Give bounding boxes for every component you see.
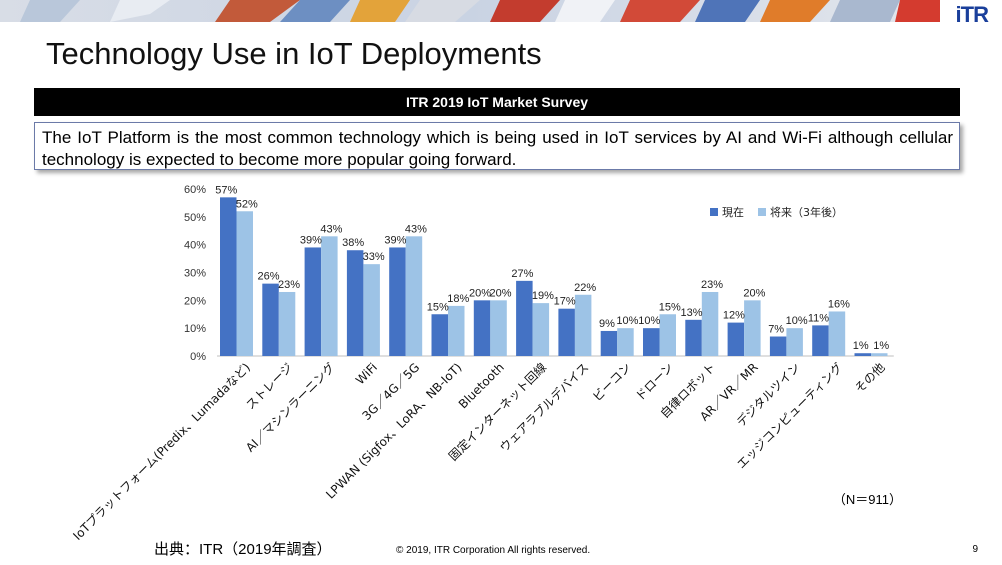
data-label: 11% bbox=[808, 312, 829, 324]
bar-future bbox=[659, 314, 676, 356]
data-label: 20% bbox=[490, 287, 512, 299]
data-label: 1% bbox=[853, 340, 869, 352]
data-label: 10% bbox=[786, 315, 808, 327]
y-tick-label: 50% bbox=[184, 212, 206, 224]
bar-future bbox=[574, 294, 592, 356]
bar-future bbox=[532, 303, 550, 356]
data-label: 22% bbox=[574, 282, 596, 294]
bar-current bbox=[727, 322, 745, 356]
data-label: 18% bbox=[447, 293, 469, 305]
sample-size-note: （N＝911） bbox=[832, 492, 902, 507]
survey-label-bar: ITR 2019 IoT Market Survey bbox=[34, 88, 960, 116]
legend-swatch bbox=[710, 208, 718, 216]
bar-future bbox=[236, 211, 253, 356]
bar-current bbox=[854, 353, 871, 356]
legend-swatch bbox=[758, 208, 766, 216]
data-label: 13% bbox=[681, 307, 703, 319]
data-label: 15% bbox=[659, 301, 681, 313]
y-tick-label: 60% bbox=[184, 184, 206, 196]
bar-current bbox=[558, 308, 575, 356]
bar-current bbox=[643, 328, 660, 356]
bar-future bbox=[321, 236, 338, 356]
data-label: 1% bbox=[873, 340, 889, 352]
data-label: 57% bbox=[215, 184, 237, 196]
y-tick-label: 20% bbox=[184, 295, 206, 307]
bar-future bbox=[871, 353, 888, 356]
bar-future bbox=[786, 328, 803, 356]
data-label: 43% bbox=[405, 223, 427, 235]
bar-current bbox=[304, 247, 322, 356]
data-label: 27% bbox=[511, 268, 533, 280]
itr-logo: iTR bbox=[955, 2, 989, 22]
y-tick-label: 0% bbox=[190, 351, 206, 363]
y-tick-label: 40% bbox=[184, 240, 206, 252]
category-label: ドローン bbox=[633, 360, 676, 403]
page-number: 9 bbox=[972, 544, 978, 555]
bar-current bbox=[473, 300, 491, 356]
value-labels-group: 57%52%26%23%39%43%38%33%39%43%15%18% 20%2… bbox=[215, 184, 889, 352]
category-label: その他 bbox=[852, 360, 887, 395]
y-tick-label: 30% bbox=[184, 268, 206, 280]
bar-future bbox=[490, 300, 507, 356]
category-label: ビーコン bbox=[590, 360, 634, 404]
bar-future bbox=[363, 264, 380, 356]
data-label: 52% bbox=[236, 198, 258, 210]
banner-art bbox=[0, 0, 1002, 22]
category-label: WiFi bbox=[353, 360, 380, 387]
bar-current bbox=[389, 247, 406, 356]
data-label: 43% bbox=[320, 223, 342, 235]
bar-future bbox=[701, 291, 719, 356]
data-label: 23% bbox=[701, 279, 723, 291]
bar-future bbox=[448, 305, 465, 356]
bars-group bbox=[220, 197, 888, 356]
summary-text-box: The IoT Platform is the most common tech… bbox=[34, 122, 960, 170]
page-title: Technology Use in IoT Deployments bbox=[46, 36, 542, 71]
data-label: 15% bbox=[427, 301, 449, 313]
data-label: 39% bbox=[384, 234, 406, 246]
bar-current bbox=[812, 325, 829, 356]
decorative-banner: iTR bbox=[0, 0, 1002, 22]
bar-future bbox=[744, 300, 761, 356]
legend-label: 将来（3年後） bbox=[770, 205, 843, 219]
data-label: 7% bbox=[768, 324, 784, 336]
data-label: 10% bbox=[638, 315, 660, 327]
legend-label: 現在 bbox=[722, 206, 744, 219]
bar-future bbox=[278, 291, 296, 356]
bar-current bbox=[262, 283, 279, 356]
bar-current bbox=[685, 319, 702, 356]
data-label: 20% bbox=[743, 287, 765, 299]
data-label: 12% bbox=[723, 310, 745, 322]
bar-current bbox=[220, 197, 237, 356]
data-label: 10% bbox=[616, 315, 638, 327]
data-label: 9% bbox=[599, 318, 615, 330]
data-label: 20% bbox=[469, 287, 491, 299]
category-labels-group: IoTプラットフォーム(Predix、Lumadaなど)ストレージAI／マシンラ… bbox=[70, 360, 887, 543]
data-label: 16% bbox=[828, 298, 850, 310]
bar-future bbox=[617, 328, 634, 356]
bar-current bbox=[516, 280, 533, 356]
data-label: 33% bbox=[363, 251, 385, 263]
copyright-text: © 2019, ITR Corporation All rights reser… bbox=[396, 545, 591, 556]
source-note: 出典：ITR（2019年調査） bbox=[154, 541, 332, 558]
data-label: 23% bbox=[278, 279, 300, 291]
bar-future bbox=[405, 236, 423, 356]
bar-current bbox=[769, 336, 787, 356]
data-label: 17% bbox=[554, 296, 576, 308]
data-label: 38% bbox=[342, 237, 364, 249]
data-label: 26% bbox=[258, 271, 280, 283]
data-label: 19% bbox=[532, 290, 554, 302]
chart-legend: 現在 将来（3年後） bbox=[710, 205, 843, 219]
y-tick-label: 10% bbox=[184, 323, 206, 335]
bar-current bbox=[600, 330, 618, 356]
bar-current bbox=[346, 250, 364, 356]
data-label: 39% bbox=[300, 234, 322, 246]
category-label: IoTプラットフォーム(Predix、Lumadaなど) bbox=[70, 360, 253, 543]
bar-current bbox=[431, 314, 448, 356]
bar-future bbox=[828, 311, 846, 356]
